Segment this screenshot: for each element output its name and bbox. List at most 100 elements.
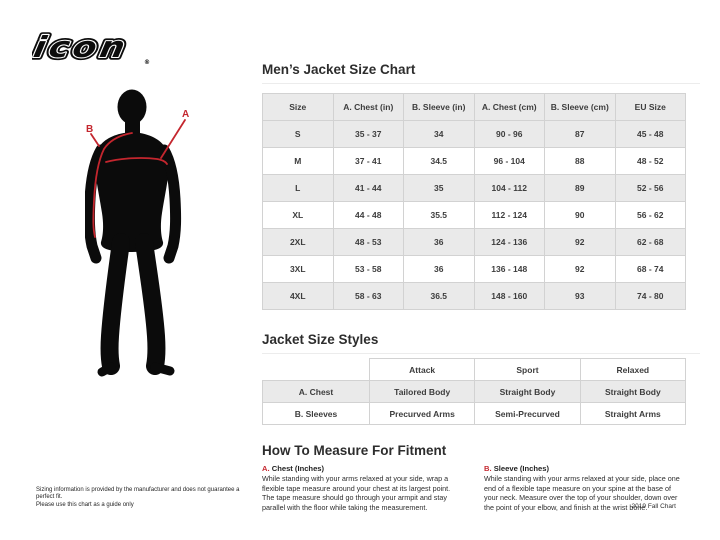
measure-chest-heading: A. Chest (Inches) <box>262 464 456 473</box>
table-row-3xl: 3XL 53 - 58 36 136 - 148 92 68 - 74 <box>262 255 686 283</box>
icon-brand-logo: icon icon icon ® <box>32 27 150 67</box>
cell: Straight Body <box>579 380 687 403</box>
svg-text:icon: icon <box>32 30 131 64</box>
table-row-l: L 41 - 44 35 104 - 112 89 52 - 56 <box>262 174 686 202</box>
column-header-sleeve-in: B. Sleeve (in) <box>403 93 475 121</box>
silhouette-shape <box>94 89 170 252</box>
measure-section-title: How To Measure For Fitment <box>262 443 447 458</box>
measure-sleeve-heading: B. Sleeve (Inches) <box>484 464 686 473</box>
label-a-connector-line <box>160 119 186 159</box>
cell: 34.5 <box>403 147 475 175</box>
cell: 92 <box>544 255 616 283</box>
cell: Straight Body <box>474 380 581 403</box>
table-row-xl: XL 44 - 48 35.5 112 - 124 90 56 - 62 <box>262 201 686 229</box>
cell: XL <box>262 201 334 229</box>
style-chart-header-row: Attack Sport Relaxed <box>263 358 687 381</box>
measure-chest-column: A. Chest (Inches) While standing with yo… <box>262 464 456 512</box>
column-header-sport: Sport <box>474 358 581 381</box>
cell: 90 - 96 <box>473 120 545 148</box>
cell: 92 <box>544 228 616 256</box>
cell: 53 - 58 <box>332 255 404 283</box>
row-header-chest: A. Chest <box>262 380 370 403</box>
cell: 48 - 52 <box>614 147 686 175</box>
body-silhouette-figure: B A <box>85 89 189 377</box>
cell: Straight Arms <box>579 402 687 425</box>
disclaimer-line-1: Sizing information is provided by the ma… <box>36 487 240 501</box>
cell: 37 - 41 <box>332 147 404 175</box>
cell: 62 - 68 <box>614 228 686 256</box>
measurement-lines <box>90 119 186 238</box>
measure-chest-letter: A. <box>262 464 270 473</box>
cell: 56 - 62 <box>614 201 686 229</box>
measure-sleeve-column: B. Sleeve (Inches) While standing with y… <box>484 464 686 512</box>
sleeve-measure-line <box>92 132 133 238</box>
cell: 36.5 <box>403 282 475 310</box>
cell: 36 <box>403 255 475 283</box>
measure-sleeve-instructions-text: While standing with your arms relaxed at… <box>484 474 680 512</box>
cell: 74 - 80 <box>614 282 686 310</box>
style-chart-table: Attack Sport Relaxed A. Chest Tailored B… <box>262 358 687 425</box>
table-row-s: S 35 - 37 34 90 - 96 87 45 - 48 <box>262 120 686 148</box>
cell: Semi-Precurved <box>474 402 581 425</box>
column-header-chest-in: A. Chest (in) <box>332 93 404 121</box>
cell: 68 - 74 <box>614 255 686 283</box>
cell: 96 - 104 <box>473 147 545 175</box>
cell: 87 <box>544 120 616 148</box>
cell: 3XL <box>262 255 334 283</box>
cell: 89 <box>544 174 616 202</box>
cell: L <box>262 174 334 202</box>
content-column: Men’s Jacket Size Chart Size A. Chest (i… <box>262 62 700 512</box>
style-chart-title: Jacket Size Styles <box>262 332 700 354</box>
cell: Tailored Body <box>368 380 476 403</box>
measure-sleeve-heading-text: Sleeve (Inches) <box>493 464 550 473</box>
cell: 36 <box>403 228 475 256</box>
cell: 2XL <box>262 228 334 256</box>
cell: 35 <box>403 174 475 202</box>
cell: 90 <box>544 201 616 229</box>
table-row-2xl: 2XL 48 - 53 36 124 - 136 92 62 - 68 <box>262 228 686 256</box>
sizing-disclaimer: Sizing information is provided by the ma… <box>36 487 254 509</box>
cell: 45 - 48 <box>614 120 686 148</box>
size-chart-header-row: Size A. Chest (in) B. Sleeve (in) A. Che… <box>262 93 686 121</box>
column-header-size: Size <box>262 93 334 121</box>
size-chart-title: Men’s Jacket Size Chart <box>262 62 700 84</box>
cell: 48 - 53 <box>332 228 404 256</box>
cell: 112 - 124 <box>473 201 545 229</box>
measure-instructions: A. Chest (Inches) While standing with yo… <box>262 464 686 512</box>
cell: S <box>262 120 334 148</box>
cell: 35 - 37 <box>332 120 404 148</box>
cell: 104 - 112 <box>473 174 545 202</box>
cell: 44 - 48 <box>332 201 404 229</box>
registered-mark: ® <box>144 59 150 66</box>
silhouette-limbs <box>85 144 182 377</box>
measure-chest-instructions-text: While standing with your arms relaxed at… <box>262 474 451 512</box>
cell: 88 <box>544 147 616 175</box>
size-chart-table: Size A. Chest (in) B. Sleeve (in) A. Che… <box>262 93 686 310</box>
cell: 4XL <box>262 282 334 310</box>
style-row-chest: A. Chest Tailored Body Straight Body Str… <box>262 380 687 403</box>
label-b-connector-line <box>90 133 100 147</box>
cell: 93 <box>544 282 616 310</box>
svg-text:icon: icon <box>32 30 131 64</box>
style-row-sleeves: B. Sleeves Precurved Arms Semi-Precurved… <box>262 402 687 425</box>
cell: M <box>262 147 334 175</box>
cell: 52 - 56 <box>614 174 686 202</box>
disclaimer-line-2: Please use this chart as a guide only <box>36 501 134 508</box>
column-header-relaxed: Relaxed <box>579 358 687 381</box>
blank-header-cell <box>263 359 370 381</box>
chart-version-label: 2019 Fall Chart <box>631 503 676 510</box>
svg-text:icon: icon <box>32 30 131 64</box>
cell: 148 - 160 <box>473 282 545 310</box>
column-header-sleeve-cm: B. Sleeve (cm) <box>544 93 616 121</box>
cell: 58 - 63 <box>332 282 404 310</box>
cell: 136 - 148 <box>473 255 545 283</box>
cell: 124 - 136 <box>473 228 545 256</box>
cell: 34 <box>403 120 475 148</box>
table-row-m: M 37 - 41 34.5 96 - 104 88 48 - 52 <box>262 147 686 175</box>
measure-sleeve-letter: B. <box>484 464 492 473</box>
cell: 41 - 44 <box>332 174 404 202</box>
cell: 35.5 <box>403 201 475 229</box>
chest-measure-line <box>105 157 168 165</box>
table-row-4xl: 4XL 58 - 63 36.5 148 - 160 93 74 - 80 <box>262 282 686 310</box>
column-header-eu-size: EU Size <box>614 93 686 121</box>
